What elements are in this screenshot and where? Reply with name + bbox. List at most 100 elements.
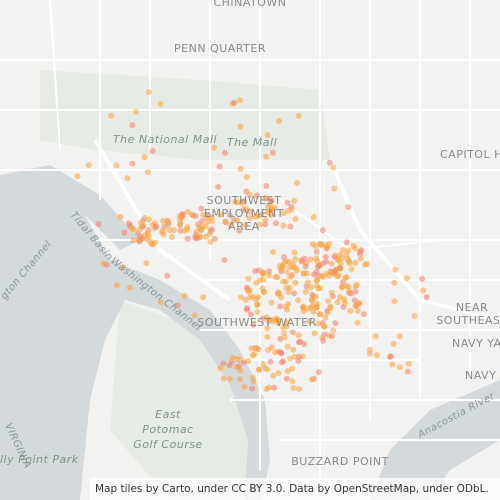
point	[318, 241, 325, 248]
point	[309, 297, 316, 304]
label: SOUTHWEST	[207, 194, 282, 207]
point	[232, 198, 239, 205]
point	[85, 162, 92, 169]
point	[331, 268, 338, 275]
point	[207, 228, 214, 235]
point	[301, 340, 308, 347]
point	[267, 358, 274, 365]
point	[295, 297, 302, 304]
point	[174, 302, 181, 309]
point	[300, 270, 307, 277]
point	[319, 227, 326, 234]
point	[144, 230, 151, 237]
point	[305, 279, 312, 286]
point	[237, 376, 244, 383]
point	[310, 308, 317, 315]
point	[249, 374, 256, 381]
point	[181, 227, 188, 234]
point	[254, 302, 261, 309]
point	[146, 216, 153, 223]
point	[249, 293, 256, 300]
point	[176, 213, 183, 220]
point	[291, 249, 298, 256]
point	[366, 350, 373, 357]
point	[221, 149, 228, 156]
point	[290, 384, 297, 391]
point	[137, 220, 144, 227]
point	[159, 217, 166, 224]
point	[332, 320, 339, 327]
point	[256, 367, 263, 374]
point	[295, 339, 302, 346]
point	[283, 375, 290, 382]
point	[330, 327, 337, 334]
point	[254, 192, 261, 199]
point	[317, 285, 324, 292]
point	[276, 263, 283, 270]
label: PENN QUARTER	[174, 42, 266, 55]
point	[113, 162, 120, 169]
point	[124, 175, 131, 182]
point	[404, 368, 411, 375]
point	[129, 122, 136, 129]
point	[310, 271, 317, 278]
point	[293, 267, 300, 274]
point	[262, 365, 269, 372]
point	[289, 378, 296, 385]
point	[295, 332, 302, 339]
point	[74, 173, 81, 180]
point	[295, 353, 302, 360]
point	[152, 223, 159, 230]
point	[354, 307, 361, 314]
point	[373, 352, 380, 359]
point	[294, 179, 301, 186]
point	[192, 212, 199, 219]
point	[263, 153, 270, 160]
label: CAPITOL HI	[440, 148, 500, 161]
label: EMPLOYMENT	[204, 207, 284, 220]
point	[292, 279, 299, 286]
point	[262, 194, 269, 201]
point	[275, 370, 282, 377]
point	[237, 367, 244, 374]
point	[200, 211, 207, 218]
point	[279, 359, 286, 366]
point	[259, 271, 266, 278]
point	[389, 361, 396, 368]
label: lly Point Park	[0, 453, 79, 466]
point	[268, 299, 275, 306]
point	[281, 334, 288, 341]
point	[302, 263, 309, 270]
point	[318, 272, 325, 279]
point	[352, 245, 359, 252]
point	[295, 112, 302, 119]
point	[334, 255, 341, 262]
point	[337, 260, 344, 267]
point	[243, 284, 250, 291]
point	[198, 226, 205, 233]
point	[345, 283, 352, 290]
point	[392, 266, 399, 273]
point	[144, 168, 151, 175]
point	[274, 290, 281, 297]
point	[321, 323, 328, 330]
point	[423, 294, 430, 301]
river	[0, 260, 125, 500]
point	[307, 284, 314, 291]
point	[310, 214, 317, 221]
point	[143, 260, 150, 267]
point	[266, 272, 273, 279]
point	[284, 269, 291, 276]
point	[256, 221, 263, 228]
point	[133, 108, 140, 115]
point	[252, 345, 259, 352]
point	[141, 154, 148, 161]
point	[286, 263, 293, 270]
point	[177, 227, 184, 234]
point	[405, 360, 412, 367]
point	[391, 298, 398, 305]
point	[274, 274, 281, 281]
point	[181, 292, 188, 299]
